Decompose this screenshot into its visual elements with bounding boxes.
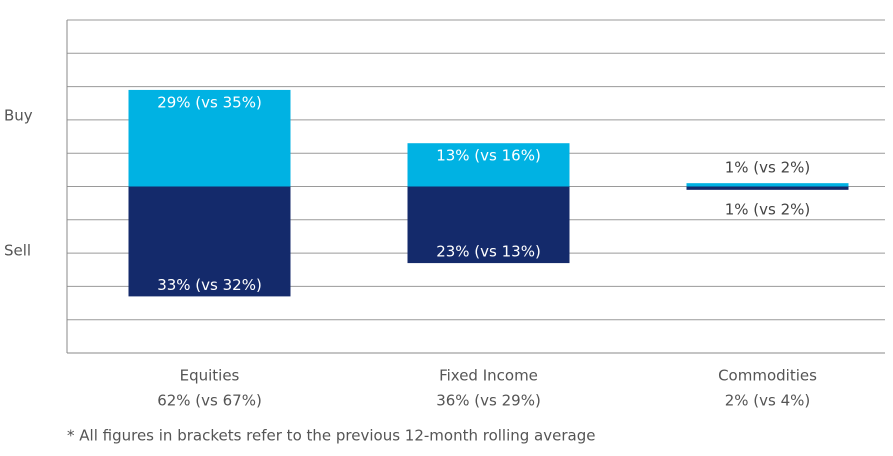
value-label: 13% (vs 16%) [436, 147, 541, 165]
bar [128, 89, 291, 187]
bar [407, 186, 570, 264]
footnote: * All figures in brackets refer to the p… [67, 427, 595, 445]
value-label: 33% (vs 32%) [157, 276, 262, 294]
value-label: 1% (vs 2%) [725, 200, 811, 218]
bar [686, 186, 849, 190]
value-label: 1% (vs 2%) [725, 159, 811, 177]
category-label: Commodities [718, 367, 817, 385]
category-label: Equities [180, 367, 240, 385]
bar [407, 143, 570, 187]
category-sublabel: 2% (vs 4%) [725, 392, 811, 410]
category-sublabel: 36% (vs 29%) [436, 392, 541, 410]
category-label: Fixed Income [439, 367, 538, 385]
category-sublabel: 62% (vs 67%) [157, 392, 262, 410]
bar [686, 183, 849, 187]
sell-label: Sell [4, 242, 31, 260]
buy-label: Buy [4, 107, 33, 125]
bar [128, 186, 291, 297]
value-label: 23% (vs 13%) [436, 243, 541, 261]
value-label: 29% (vs 35%) [157, 93, 262, 111]
